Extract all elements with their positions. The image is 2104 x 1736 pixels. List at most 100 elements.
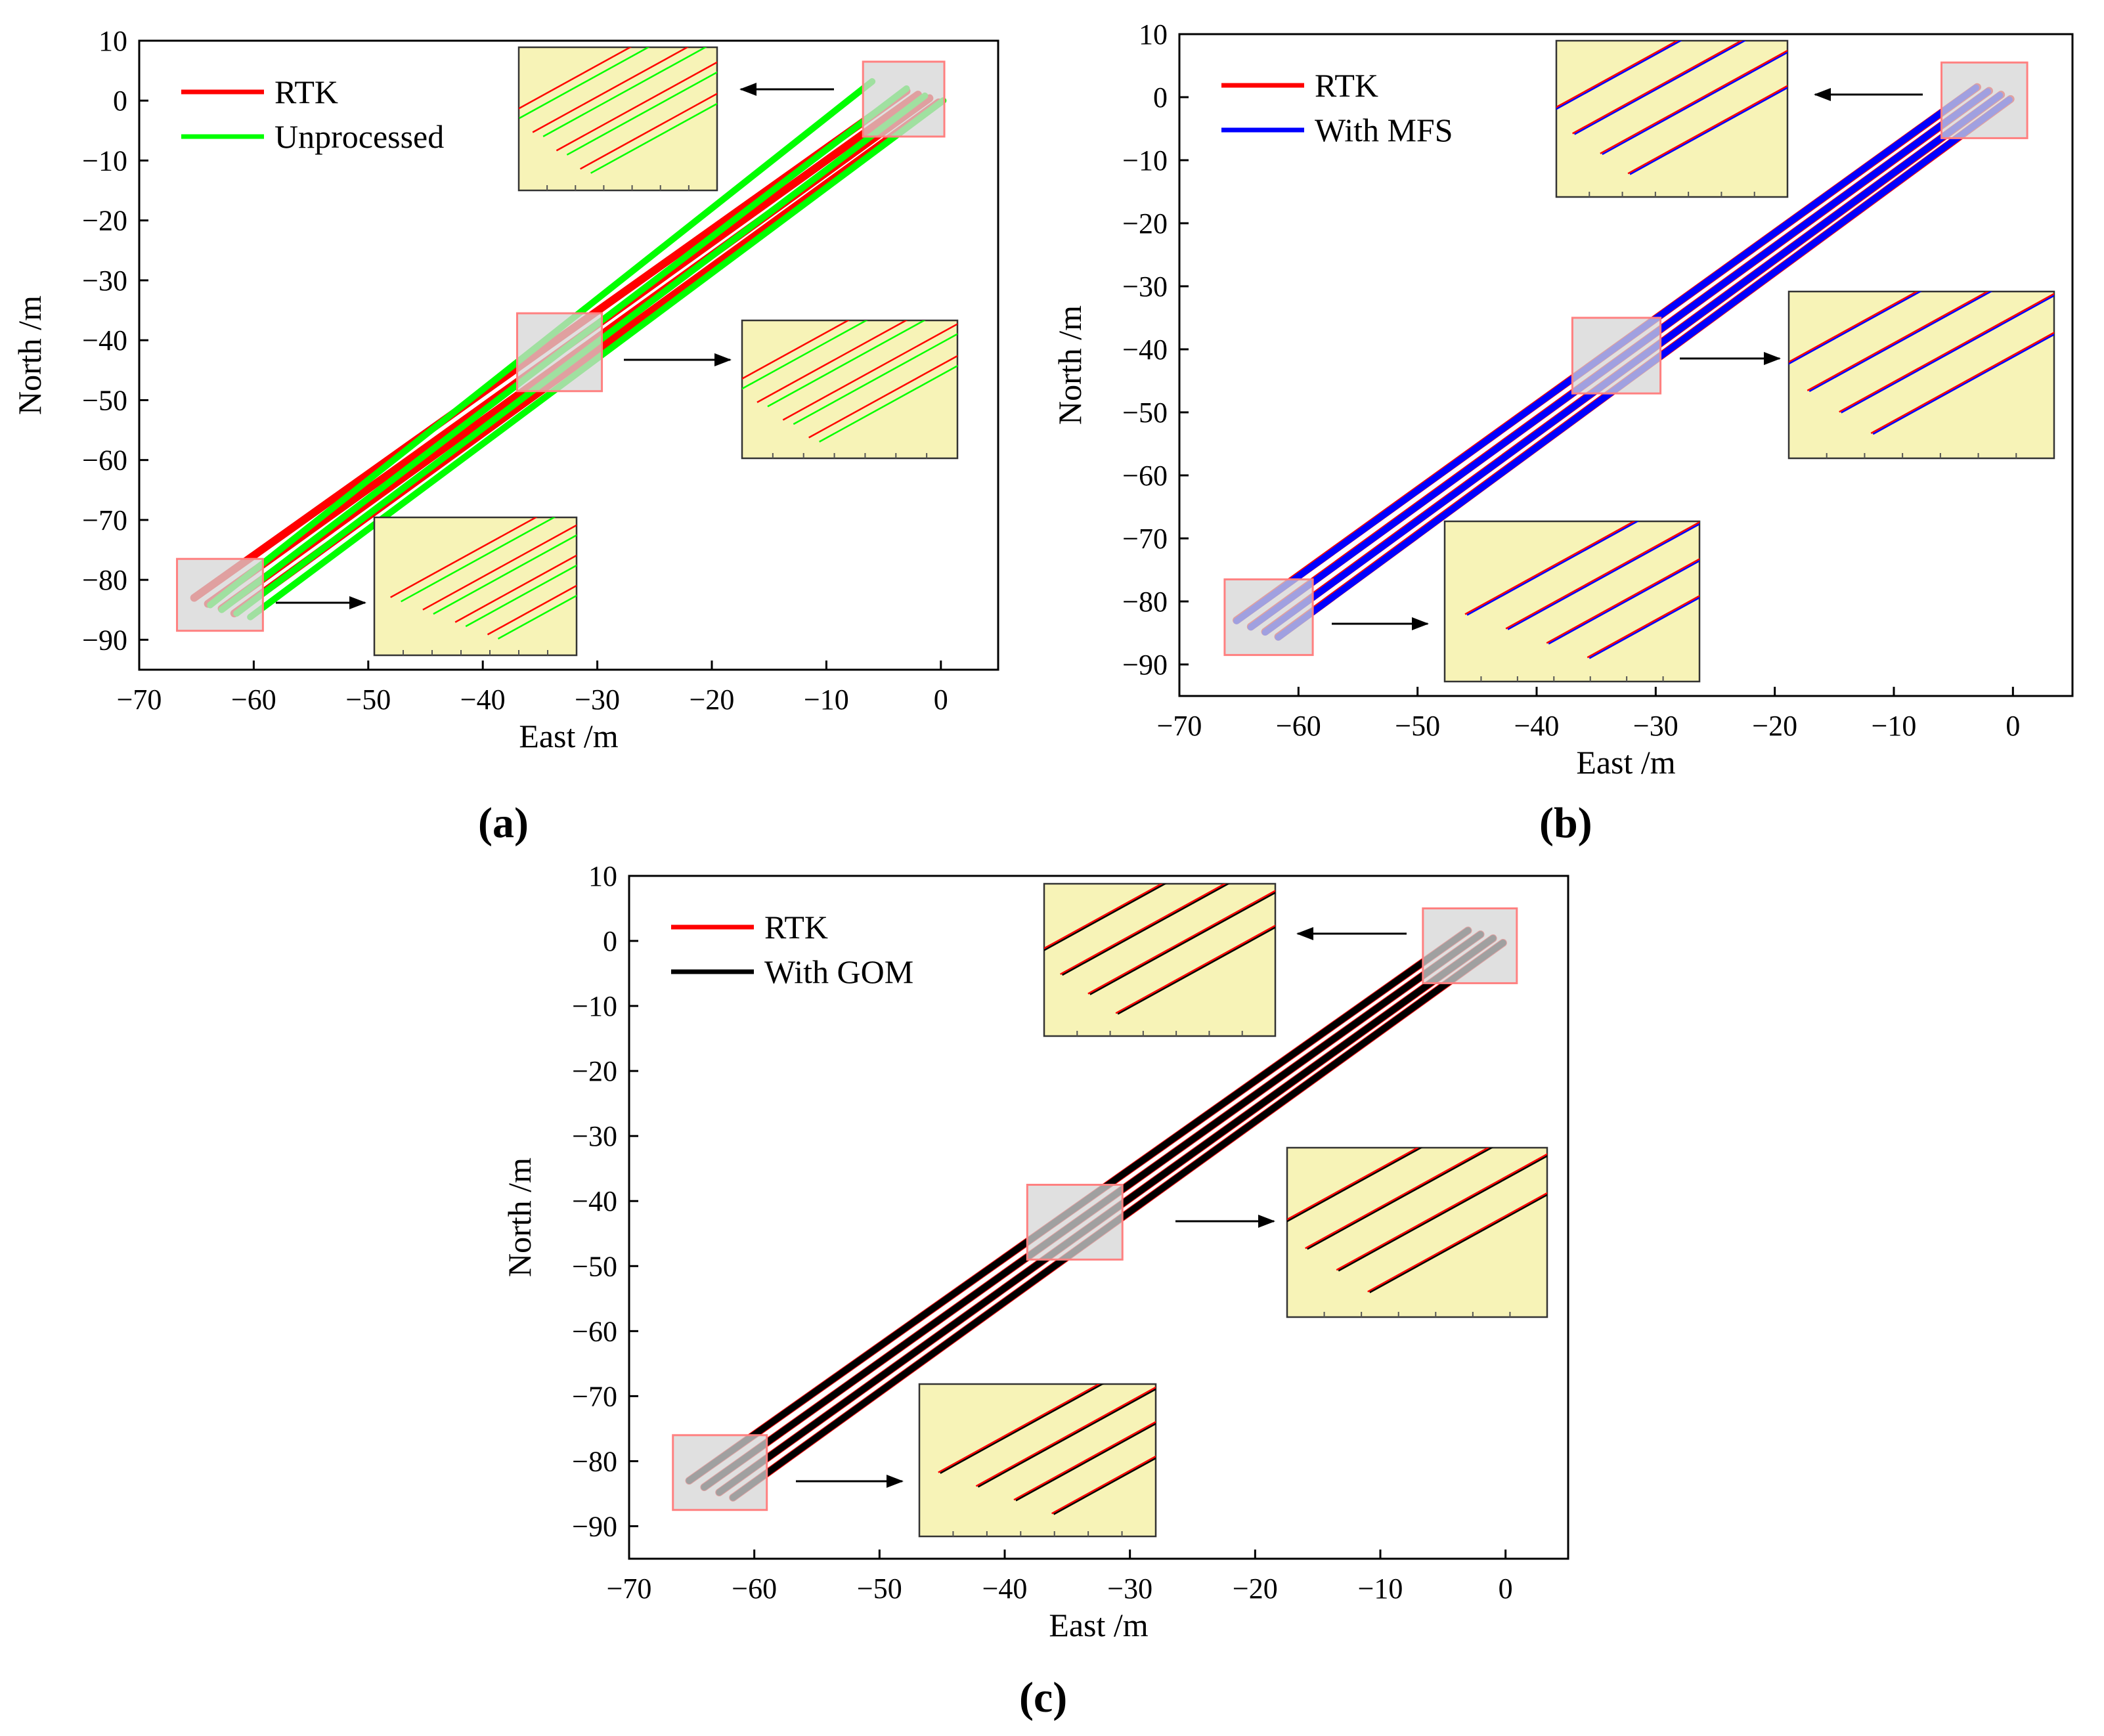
x-tick-label: −50 bbox=[1395, 710, 1440, 742]
x-tick-label: −10 bbox=[1872, 710, 1917, 742]
inset-lines bbox=[1464, 521, 1699, 659]
inset-line bbox=[1466, 521, 1640, 616]
inset-line bbox=[1789, 292, 1919, 363]
zoom-inset bbox=[741, 319, 959, 460]
inset-line bbox=[1015, 1422, 1156, 1502]
legend-label: Unprocessed bbox=[274, 118, 444, 155]
zoom-region bbox=[862, 60, 946, 138]
inset-line bbox=[422, 524, 577, 611]
inset-line bbox=[1044, 884, 1167, 951]
inset-line bbox=[590, 102, 717, 174]
y-tick-label: 0 bbox=[1153, 81, 1168, 114]
inset-line bbox=[1505, 521, 1699, 630]
inset-line bbox=[519, 47, 632, 110]
inset-line bbox=[566, 71, 717, 156]
panel-c: −70 −60 −50 −40 −30 −20 −10 0 10 0 −10 −20 −30 −40 −50… bbox=[499, 854, 1602, 1736]
inset-lines bbox=[390, 517, 577, 640]
inset-line bbox=[532, 47, 690, 133]
inset-line bbox=[542, 47, 707, 137]
zoom-inset bbox=[1043, 882, 1277, 1037]
zoom-region bbox=[176, 557, 264, 632]
x-tick-label: 0 bbox=[2005, 710, 2020, 742]
inset-line bbox=[977, 1388, 1156, 1488]
y-tick-label: −50 bbox=[1122, 397, 1168, 429]
inset-line bbox=[1629, 87, 1787, 175]
inset-line bbox=[1841, 294, 2054, 414]
inset-line bbox=[1872, 334, 2054, 435]
inset-line bbox=[1307, 1148, 1494, 1250]
y-tick-label: −90 bbox=[572, 1510, 617, 1542]
inset-lines bbox=[938, 1384, 1156, 1515]
inset-line bbox=[1062, 884, 1230, 976]
x-tick-label: −60 bbox=[1276, 710, 1321, 742]
y-tick-label: −90 bbox=[1122, 649, 1168, 681]
inset-line bbox=[793, 333, 957, 425]
x-tick-label: −50 bbox=[345, 684, 391, 716]
x-tick-label: −20 bbox=[1752, 710, 1797, 742]
chart-b: −70 −60 −50 −40 −30 −20 −10 0 10 0 −10 −20 −30 −40 −50… bbox=[1051, 18, 2074, 781]
x-tick-label: −40 bbox=[1514, 710, 1560, 742]
y-tick-label: −30 bbox=[82, 265, 127, 297]
inset-line bbox=[1089, 892, 1275, 995]
x-tick-label: −50 bbox=[857, 1573, 902, 1605]
zoom-inset bbox=[1286, 1146, 1548, 1318]
zoom-inset bbox=[1787, 290, 2055, 460]
inset-line bbox=[1053, 1457, 1156, 1515]
inset-line bbox=[556, 61, 717, 152]
inset-line bbox=[1287, 1148, 1423, 1223]
y-tick-label: −40 bbox=[1122, 334, 1168, 366]
x-axis-label: East /m bbox=[1049, 1607, 1148, 1643]
plot-frame bbox=[138, 39, 999, 671]
y-tick-label: −40 bbox=[572, 1185, 617, 1217]
inset-line bbox=[390, 517, 538, 598]
inset-line bbox=[1117, 926, 1275, 1015]
inset-line bbox=[1589, 596, 1699, 659]
inset-line bbox=[1369, 1194, 1547, 1293]
y-tick-label: −50 bbox=[82, 384, 127, 416]
inset-line bbox=[1839, 292, 2054, 413]
zoom-region bbox=[672, 1434, 768, 1511]
zoom-region bbox=[1223, 578, 1314, 657]
x-tick-label: −30 bbox=[575, 684, 620, 716]
inset-lines bbox=[1287, 1148, 1547, 1293]
y-axis-label: North /m bbox=[501, 1158, 538, 1277]
inset-line bbox=[580, 93, 717, 170]
y-tick-label: −70 bbox=[82, 504, 127, 536]
legend-label: With GOM bbox=[764, 953, 913, 990]
inset-lines bbox=[1556, 41, 1787, 175]
inset-line bbox=[487, 584, 577, 636]
inset-line bbox=[1546, 557, 1699, 644]
y-tick-label: 10 bbox=[99, 25, 127, 57]
y-tick-label: 0 bbox=[603, 925, 617, 957]
inset-line bbox=[742, 320, 850, 380]
inset-line bbox=[940, 1384, 1105, 1474]
zoom-inset bbox=[1443, 520, 1701, 683]
inset-line bbox=[401, 517, 556, 603]
zoom-region bbox=[1571, 316, 1662, 395]
legend-label: RTK bbox=[274, 74, 338, 110]
x-tick-label: −40 bbox=[982, 1573, 1028, 1605]
y-tick-label: −80 bbox=[572, 1445, 617, 1477]
inset-line bbox=[519, 47, 650, 119]
inset-line bbox=[1464, 521, 1636, 615]
caption-a: (a) bbox=[478, 799, 529, 847]
inset-frame bbox=[1555, 39, 1789, 198]
inset-line bbox=[1789, 292, 1922, 365]
inset-line bbox=[1600, 49, 1787, 154]
legend-label: RTK bbox=[1315, 67, 1378, 104]
zoom-region bbox=[1026, 1183, 1124, 1261]
x-tick-label: −10 bbox=[804, 684, 849, 716]
inset-frame bbox=[373, 516, 578, 657]
y-tick-label: −10 bbox=[82, 144, 127, 177]
inset-frame bbox=[517, 46, 718, 192]
panel-b: −70 −60 −50 −40 −30 −20 −10 0 10 0 −10 −20 −30 −40 −50… bbox=[1051, 0, 2104, 854]
inset-line bbox=[1013, 1421, 1156, 1501]
inset-line bbox=[1572, 41, 1743, 135]
inset-line bbox=[742, 320, 868, 390]
inset-line bbox=[756, 320, 908, 403]
inset-line bbox=[1870, 332, 2054, 434]
inset-line bbox=[433, 534, 577, 615]
inset-line bbox=[1507, 523, 1699, 630]
zoom-inset bbox=[1555, 39, 1789, 198]
inset-line bbox=[808, 355, 957, 439]
